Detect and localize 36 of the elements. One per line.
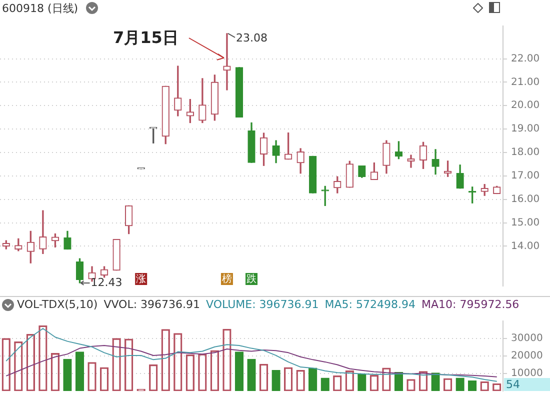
- bar: [247, 358, 256, 391]
- annotation: 跌: [246, 273, 256, 286]
- text: 54: [506, 378, 520, 391]
- y-tick-label: 14.00: [511, 240, 540, 252]
- y-tick-label: 20000: [511, 350, 543, 362]
- candlestick: [407, 154, 415, 168]
- bar: [358, 374, 366, 391]
- bar: [431, 372, 440, 391]
- annotation: 12.43: [90, 276, 122, 289]
- bar: [394, 372, 404, 391]
- y-tick-label: 17.00: [511, 170, 540, 182]
- text: MA5: 572498.94: [324, 298, 416, 311]
- bar: [75, 352, 84, 391]
- y-tick-label: 16.00: [511, 194, 540, 205]
- candlestick: [223, 33, 231, 90]
- bar: [63, 358, 72, 391]
- y-tick-label: 19.00: [511, 124, 540, 135]
- chart-title: 600918 (日线): [2, 1, 78, 16]
- y-tick-label: 18.00: [511, 147, 540, 158]
- y-tick-label: 10000: [511, 368, 543, 380]
- y-tick-label: 20.00: [511, 100, 540, 112]
- annotation: 榜: [222, 273, 232, 286]
- annotation: 23.08: [236, 31, 268, 44]
- text: VOLUME: 396736.91: [206, 298, 319, 311]
- bar: [234, 352, 244, 391]
- text: MA10: 795972.56: [421, 298, 520, 311]
- y-tick-label: 21.00: [511, 76, 540, 88]
- bar: [308, 368, 318, 391]
- text: VVOL: 396736.91: [104, 298, 200, 311]
- annotation: 涨: [136, 273, 146, 286]
- annotation: 7月15日: [112, 28, 178, 47]
- y-tick-label: 30000: [511, 333, 543, 344]
- bar: [272, 370, 280, 391]
- chart-title: VOL-TDX(5,10): [17, 298, 98, 311]
- y-tick-label: 22.00: [511, 53, 540, 64]
- y-tick-label: 15.00: [511, 217, 540, 228]
